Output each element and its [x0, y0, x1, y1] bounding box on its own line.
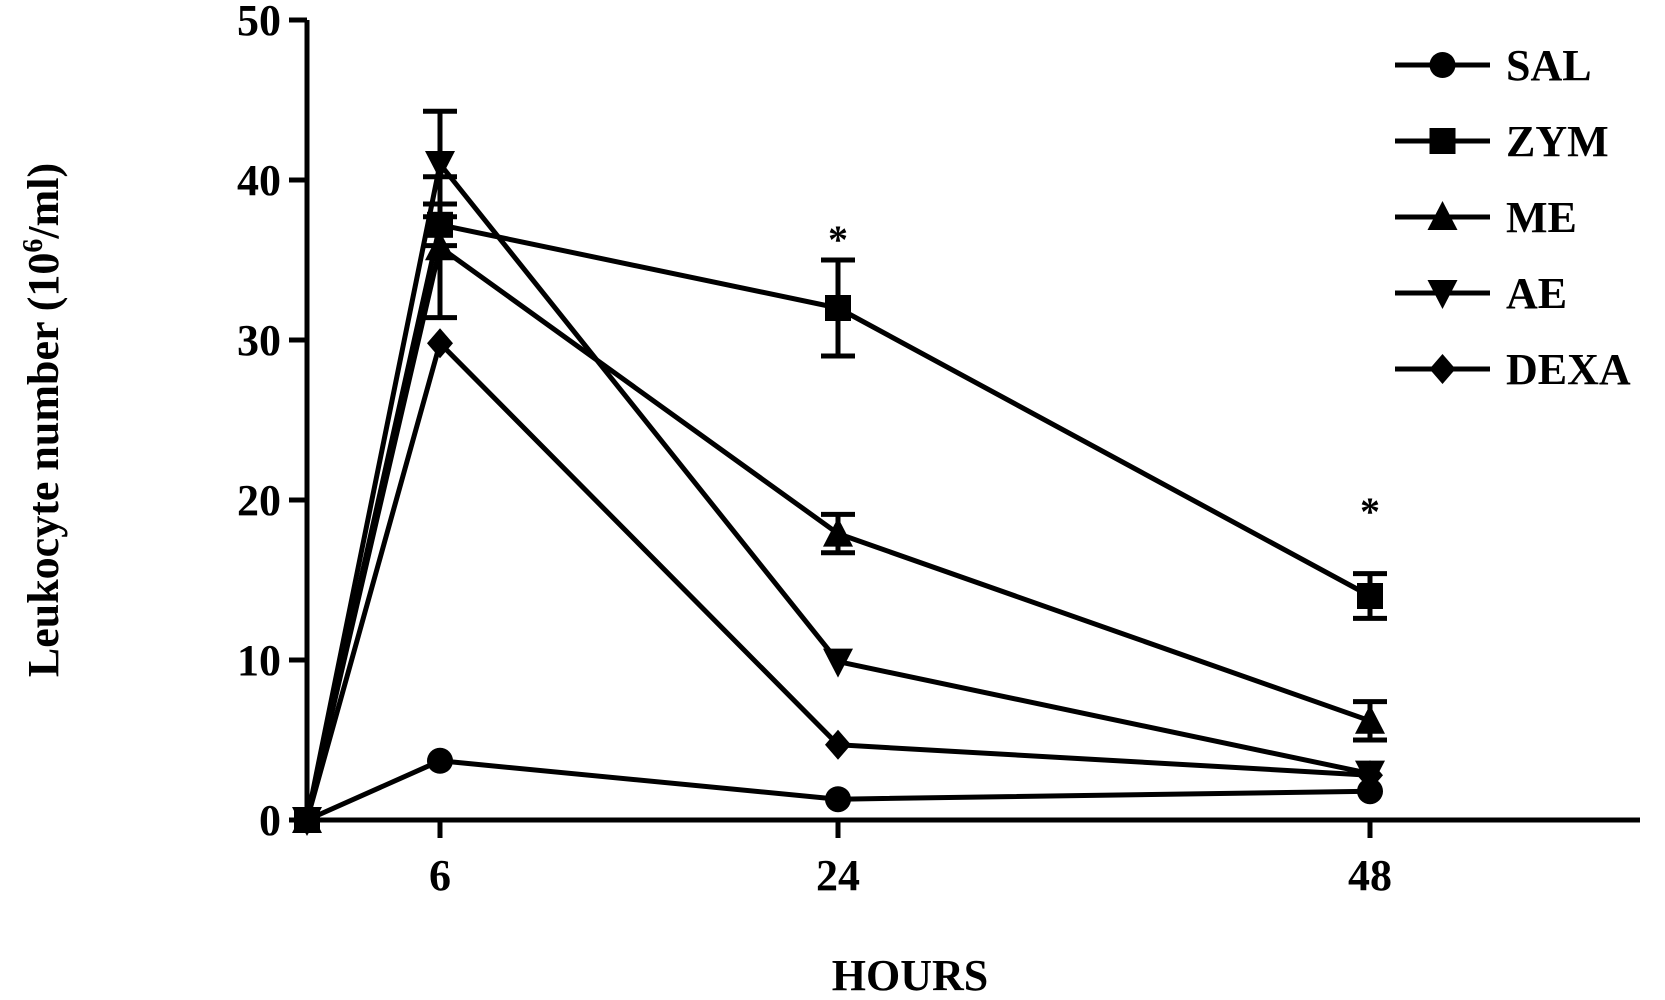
- data-point-me: [425, 231, 455, 261]
- legend-item-me: ME: [1395, 193, 1577, 242]
- series-line-dexa: [304, 340, 1371, 821]
- data-point-zym: [825, 295, 851, 321]
- legend-label: ZYM: [1506, 117, 1609, 166]
- data-point-ae: [823, 648, 853, 678]
- data-point-dexa: [825, 729, 851, 760]
- series-me: [292, 174, 1387, 833]
- series-dexa: [294, 328, 1383, 835]
- legend-label: SAL: [1506, 41, 1592, 90]
- data-point-sal: [1357, 778, 1383, 805]
- y-axis-title-main: Leukocyte number (10: [19, 253, 68, 678]
- series-line-me: [304, 244, 1371, 821]
- data-point-zym: [1357, 583, 1383, 609]
- series-layer: [292, 108, 1387, 836]
- y-axis-title-superscript: 6: [18, 239, 49, 253]
- series-line-ae: [304, 161, 1371, 821]
- legend-item-dexa: DEXA: [1395, 345, 1631, 394]
- data-point-ae: [425, 151, 455, 180]
- y-axis-title: Leukocyte number (106/ml): [18, 163, 68, 677]
- x-tick-label: 6: [429, 851, 451, 900]
- legend-item-sal: SAL: [1395, 41, 1592, 90]
- data-point-sal: [825, 786, 851, 813]
- x-axis-title: HOURS: [832, 951, 988, 1000]
- legend-label: AE: [1506, 269, 1567, 318]
- y-tick-label: 50: [237, 0, 281, 45]
- legend-marker-square: [1429, 128, 1456, 154]
- legend-marker-circle: [1429, 52, 1456, 78]
- series-line-sal: [305, 758, 1371, 823]
- data-point-dexa: [1357, 760, 1383, 791]
- legend-marker-diamond: [1429, 354, 1456, 384]
- y-tick-label: 20: [237, 476, 281, 525]
- y-axis-title-tail: /ml): [19, 163, 68, 240]
- data-point-dexa: [294, 805, 320, 835]
- data-point-me: [823, 517, 853, 547]
- series-line-zym: [304, 222, 1372, 821]
- y-tick-label: 40: [237, 156, 281, 205]
- y-tick-label: 0: [259, 796, 281, 845]
- legend-label: DEXA: [1506, 345, 1631, 394]
- legend-marker-triangle-down: [1427, 280, 1458, 309]
- data-point-sal: [427, 747, 453, 774]
- legend-marker-triangle-up: [1427, 201, 1458, 230]
- significance-marker: *: [828, 217, 848, 262]
- x-tick-label: 24: [816, 851, 860, 900]
- data-point-me: [1355, 704, 1385, 734]
- y-tick-label: 30: [237, 316, 281, 365]
- annotation-layer: **: [828, 217, 1380, 534]
- axes: 0 10 20 30 40 50 6 24 48: [237, 0, 1640, 900]
- legend-item-zym: ZYM: [1395, 117, 1609, 166]
- data-point-dexa: [427, 328, 453, 359]
- legend: SAL ZYM ME AE DEXA: [1395, 41, 1631, 394]
- legend-label: ME: [1506, 193, 1577, 242]
- y-tick-label: 10: [237, 636, 281, 685]
- significance-marker: *: [1360, 489, 1380, 534]
- legend-item-ae: AE: [1395, 269, 1567, 318]
- x-tick-label: 48: [1348, 851, 1392, 900]
